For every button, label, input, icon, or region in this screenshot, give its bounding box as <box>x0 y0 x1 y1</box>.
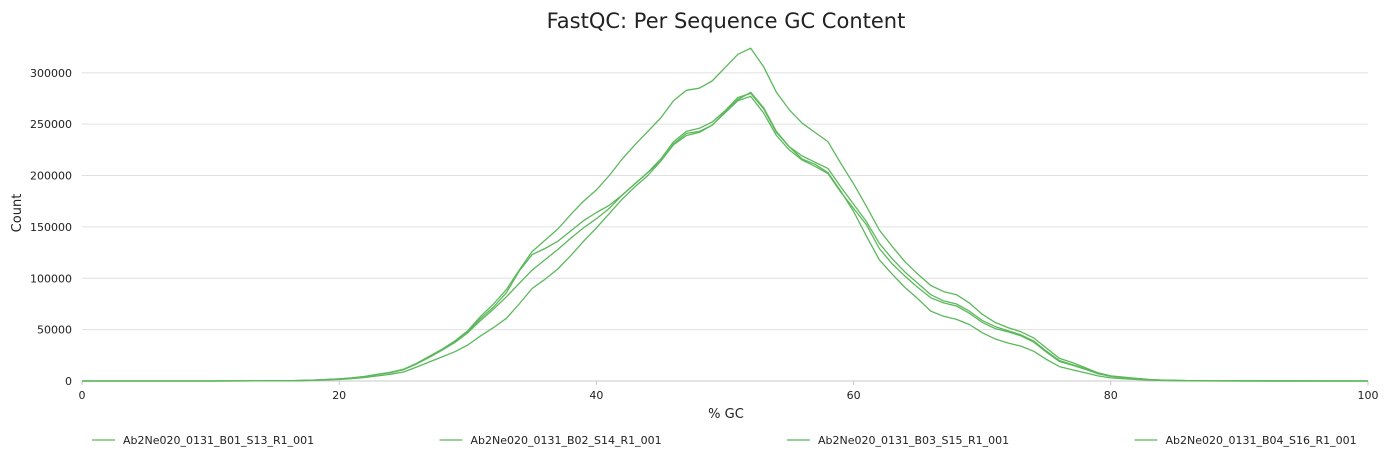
y-tick-label: 0 <box>65 375 72 388</box>
x-axis-label: % GC <box>708 407 744 422</box>
legend: Ab2Ne020_0131_B01_S13_R1_001 Ab2Ne020_013… <box>92 434 1357 447</box>
y-gridlines <box>82 72 1368 331</box>
x-tick-label: 0 <box>79 389 86 402</box>
series-line-3 <box>82 91 1368 382</box>
y-tick-label: 200000 <box>30 170 72 183</box>
x-tick-label: 60 <box>847 389 861 402</box>
x-axis: 0 20 40 60 80 100 <box>79 380 1379 402</box>
legend-label: Ab2Ne020_0131_B03_S15_R1_001 <box>818 434 1009 447</box>
x-tick-label: 40 <box>589 389 603 402</box>
legend-label: Ab2Ne020_0131_B04_S16_R1_001 <box>1166 434 1357 447</box>
series-line-2 <box>82 95 1369 382</box>
y-tick-label: 100000 <box>30 272 72 285</box>
y-axis-label: Count <box>10 194 25 233</box>
x-tick-label: 20 <box>332 389 346 402</box>
y-tick-label: 150000 <box>30 221 72 234</box>
series-line-4 <box>82 92 1369 382</box>
series-lines <box>82 47 1369 382</box>
legend-label: Ab2Ne020_0131_B01_S13_R1_001 <box>123 434 314 447</box>
y-tick-label: 250000 <box>30 118 72 131</box>
y-axis-ticks: 0 50000 100000 150000 200000 250000 300000 <box>30 67 72 388</box>
x-tick-label: 100 <box>1358 389 1379 402</box>
x-tick-label: 80 <box>1104 389 1118 402</box>
series-line-1 <box>82 47 1369 382</box>
y-tick-label: 50000 <box>37 324 72 337</box>
legend-label: Ab2Ne020_0131_B02_S14_R1_001 <box>471 434 662 447</box>
y-tick-label: 300000 <box>30 67 72 80</box>
chart-title: FastQC: Per Sequence GC Content <box>547 9 906 33</box>
